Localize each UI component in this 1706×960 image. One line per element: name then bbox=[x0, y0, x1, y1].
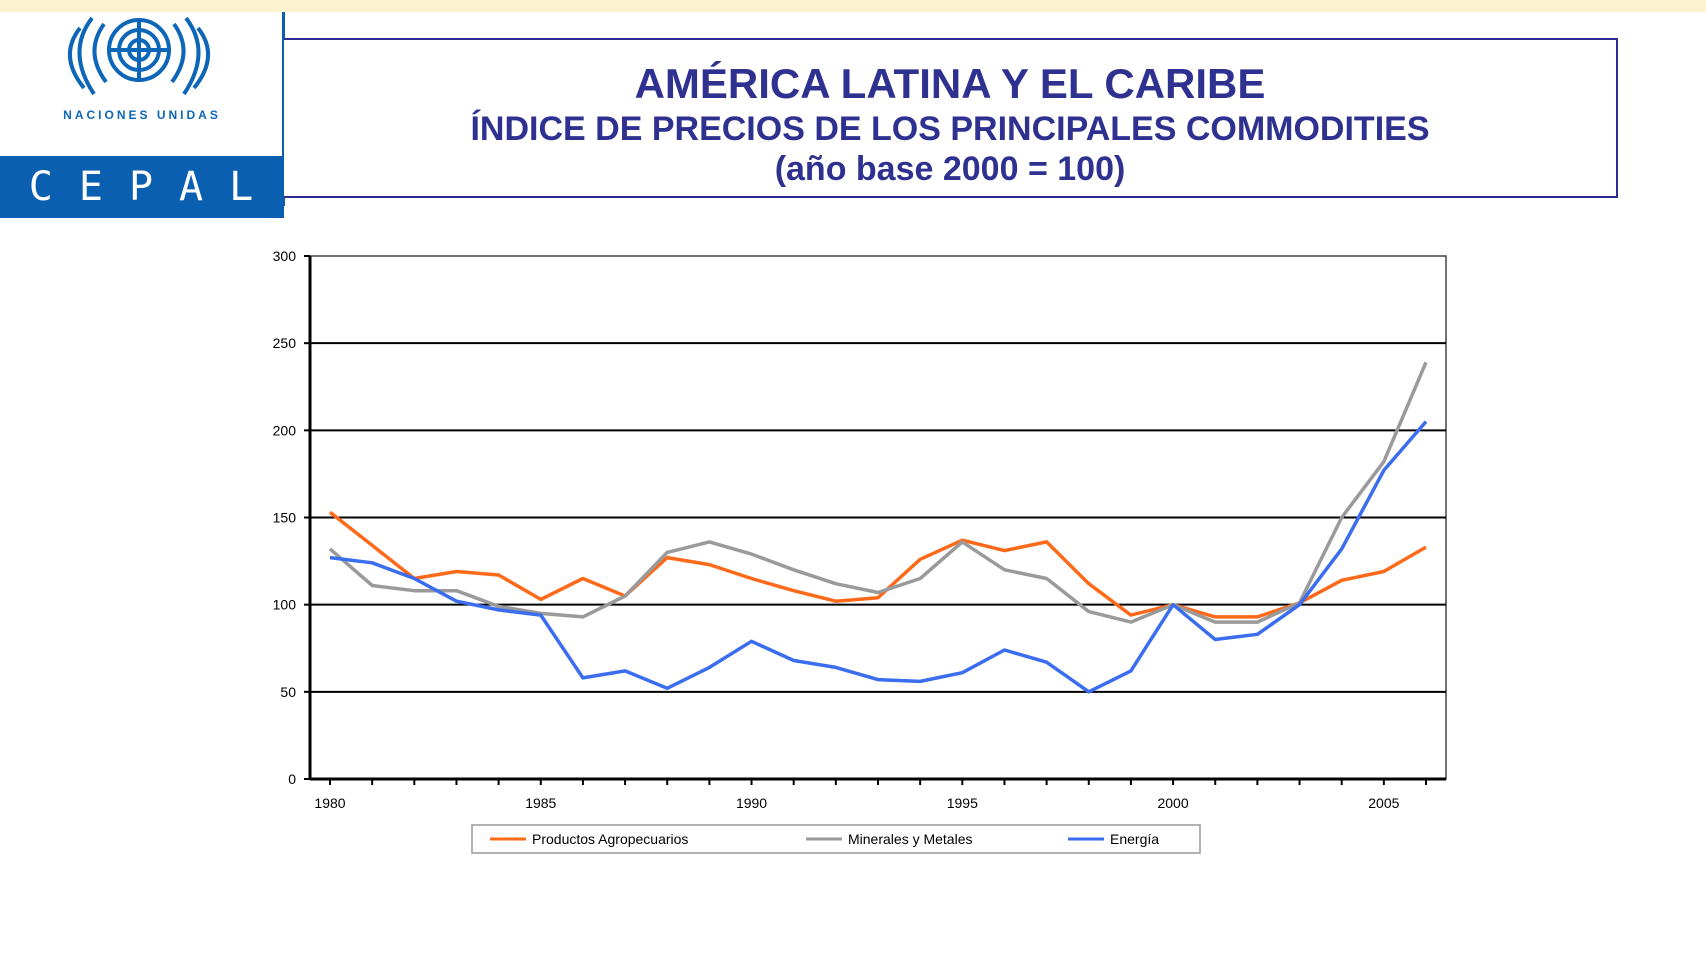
y-tick-label: 100 bbox=[273, 597, 297, 613]
logo-edge bbox=[282, 12, 285, 206]
y-tick-label: 150 bbox=[273, 510, 297, 526]
un-label: NACIONES UNIDAS bbox=[63, 108, 221, 122]
chart-title: AMÉRICA LATINA Y EL CARIBE bbox=[634, 60, 1266, 107]
y-tick-label: 0 bbox=[288, 771, 296, 787]
series-line-1 bbox=[328, 510, 1427, 619]
cepal-bar: CEPAL bbox=[0, 156, 284, 218]
top-strip bbox=[0, 0, 1706, 12]
x-tick-label: 2000 bbox=[1157, 795, 1188, 811]
cepal-label: CEPAL bbox=[28, 164, 280, 210]
logo-block: NACIONES UNIDAS CEPAL bbox=[0, 12, 284, 218]
legend-label: Minerales y Metales bbox=[848, 831, 973, 847]
chart-base-note: (año base 2000 = 100) bbox=[774, 150, 1126, 188]
x-tick-label: 2005 bbox=[1368, 795, 1399, 811]
chart-subtitle: ÍNDICE DE PRECIOS DE LOS PRINCIPALES COM… bbox=[470, 110, 1430, 148]
series-line-2 bbox=[328, 361, 1428, 624]
title-box: AMÉRICA LATINA Y EL CARIBE ÍNDICE DE PRE… bbox=[284, 38, 1618, 198]
legend-label: Productos Agropecuarios bbox=[532, 831, 688, 847]
y-tick-label: 200 bbox=[273, 422, 297, 438]
x-tick-label: 1990 bbox=[736, 795, 767, 811]
x-tick-label: 1985 bbox=[525, 795, 556, 811]
legend-label: Energía bbox=[1110, 831, 1159, 847]
y-tick-label: 50 bbox=[280, 684, 296, 700]
series-line-3 bbox=[329, 420, 1428, 694]
un-emblem-icon bbox=[67, 16, 211, 96]
x-tick-label: 1995 bbox=[947, 795, 978, 811]
y-tick-label: 300 bbox=[273, 248, 297, 264]
x-tick-label: 1980 bbox=[314, 795, 345, 811]
y-tick-label: 250 bbox=[273, 335, 297, 351]
